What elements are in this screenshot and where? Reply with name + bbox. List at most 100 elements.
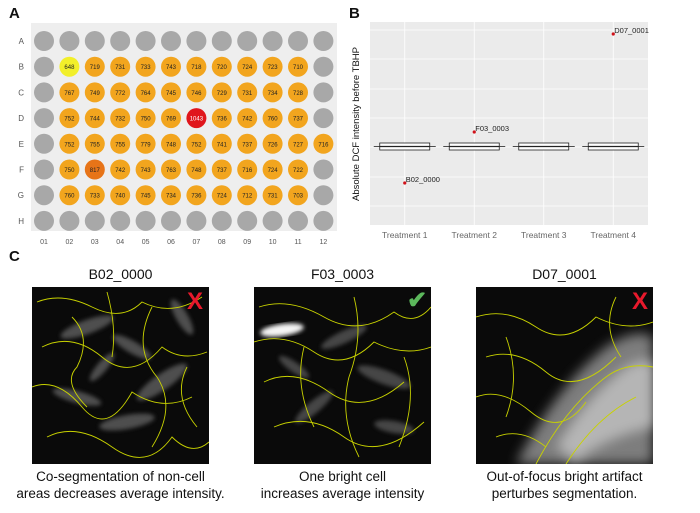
well-value: 764 xyxy=(141,91,152,97)
plate-well xyxy=(313,108,334,129)
well-value: 724 xyxy=(268,168,279,174)
well-value: 722 xyxy=(293,168,304,174)
column-label: 08 xyxy=(218,239,226,246)
outlier-label: D07_0001 xyxy=(614,26,649,35)
plate-well xyxy=(110,82,131,103)
plate-well xyxy=(135,82,156,103)
well-value: 703 xyxy=(293,194,304,200)
plate-heatmap: A B 648 719 731 733 743 718 720 724 723 710 C 767 749 7… xyxy=(18,23,337,246)
micrograph-d07 xyxy=(476,287,653,464)
micrograph-f03 xyxy=(254,287,431,464)
well-value: 648 xyxy=(64,65,75,71)
y-axis-label: Absolute DCF intensity before TBHP xyxy=(351,47,362,201)
tick-label: Treatment 1 xyxy=(382,230,428,240)
plate-well xyxy=(313,56,334,77)
tick-label: Treatment 2 xyxy=(451,230,497,240)
column-label: 11 xyxy=(294,239,301,246)
well-value: 726 xyxy=(268,142,279,148)
plate-well xyxy=(59,210,80,231)
column-label: 03 xyxy=(91,239,99,246)
plate-well xyxy=(34,56,54,77)
caption-line: increases average intensity xyxy=(260,486,425,501)
well-value: 736 xyxy=(217,117,228,123)
plate-well xyxy=(237,108,258,129)
well-value: 741 xyxy=(217,142,228,148)
well-value: 745 xyxy=(166,91,177,97)
well-value: 745 xyxy=(141,194,152,200)
well-value: 746 xyxy=(191,91,202,97)
plate-well xyxy=(211,56,232,77)
plate-well xyxy=(211,185,232,206)
well-value: 728 xyxy=(293,91,304,97)
plate-well xyxy=(110,159,131,180)
plate-well xyxy=(161,133,181,154)
plate-well xyxy=(84,210,105,231)
well-value: 732 xyxy=(115,117,126,123)
plate-well xyxy=(237,56,258,77)
plate-well xyxy=(161,159,181,180)
plate-well xyxy=(211,210,232,231)
plate-well xyxy=(186,82,207,103)
column-label: 05 xyxy=(142,239,150,246)
well-value: 718 xyxy=(191,65,202,71)
reject-mark-1: X xyxy=(187,288,204,315)
micrograph-image xyxy=(32,291,209,458)
well-value: 750 xyxy=(64,168,75,174)
well-value: 729 xyxy=(217,91,228,97)
plate-well xyxy=(110,185,131,206)
reject-mark-3: X xyxy=(632,288,649,315)
plate-well xyxy=(84,108,105,129)
well-value: 743 xyxy=(141,168,152,174)
well-value: 742 xyxy=(242,117,253,123)
well-value: 727 xyxy=(293,142,304,148)
well-value: 720 xyxy=(217,65,228,71)
plate-well xyxy=(288,185,308,206)
accept-mark-2: ✔ xyxy=(407,287,428,314)
plate-well xyxy=(135,133,156,154)
plate-well xyxy=(135,159,156,180)
well-value: 719 xyxy=(90,65,101,71)
column-label: 10 xyxy=(269,239,277,246)
plate-well xyxy=(186,56,207,77)
plate-well xyxy=(59,108,80,129)
plate-well xyxy=(34,82,54,103)
micrograph-title-1: B02_0000 xyxy=(88,266,153,282)
row-label: F xyxy=(19,166,24,175)
well-value: 752 xyxy=(64,117,75,123)
micrograph-caption-3: Out-of-focus bright artifact perturbes s… xyxy=(454,468,675,502)
plate-well xyxy=(59,159,80,180)
outlier-point xyxy=(472,130,476,134)
well-value: 737 xyxy=(217,168,228,174)
well-value: 752 xyxy=(64,142,75,148)
well-value: 724 xyxy=(242,65,253,71)
plate-well xyxy=(59,56,80,77)
well-value: 748 xyxy=(166,142,177,148)
plate-well xyxy=(186,159,207,180)
plate-well xyxy=(34,210,54,231)
well-value: 740 xyxy=(115,194,126,200)
plate-well xyxy=(186,108,207,129)
plate-well xyxy=(211,82,232,103)
micrograph-image xyxy=(476,296,653,464)
tick-label: Treatment 4 xyxy=(590,230,636,240)
plate-well xyxy=(186,31,207,51)
plate-well xyxy=(84,133,105,154)
plate-well xyxy=(34,185,54,206)
column-label: 09 xyxy=(243,239,251,246)
outlier-point xyxy=(611,32,615,36)
well-value: 744 xyxy=(90,117,101,123)
micrograph-image xyxy=(254,296,431,458)
plate-well xyxy=(262,108,283,129)
plate-well xyxy=(161,56,181,77)
plate-well xyxy=(288,108,308,129)
well-value: 716 xyxy=(318,142,329,148)
plate-well xyxy=(161,82,181,103)
micrograph-caption-1: Co-segmentation of non-cell areas decrea… xyxy=(10,468,231,502)
plate-background xyxy=(31,23,337,231)
plate-well xyxy=(313,185,334,206)
micrograph-title-2: F03_0003 xyxy=(310,266,375,282)
well-value: 731 xyxy=(242,91,253,97)
well-value: 736 xyxy=(191,194,202,200)
caption-line: Co-segmentation of non-cell xyxy=(36,469,205,484)
well-value: 743 xyxy=(166,65,177,71)
